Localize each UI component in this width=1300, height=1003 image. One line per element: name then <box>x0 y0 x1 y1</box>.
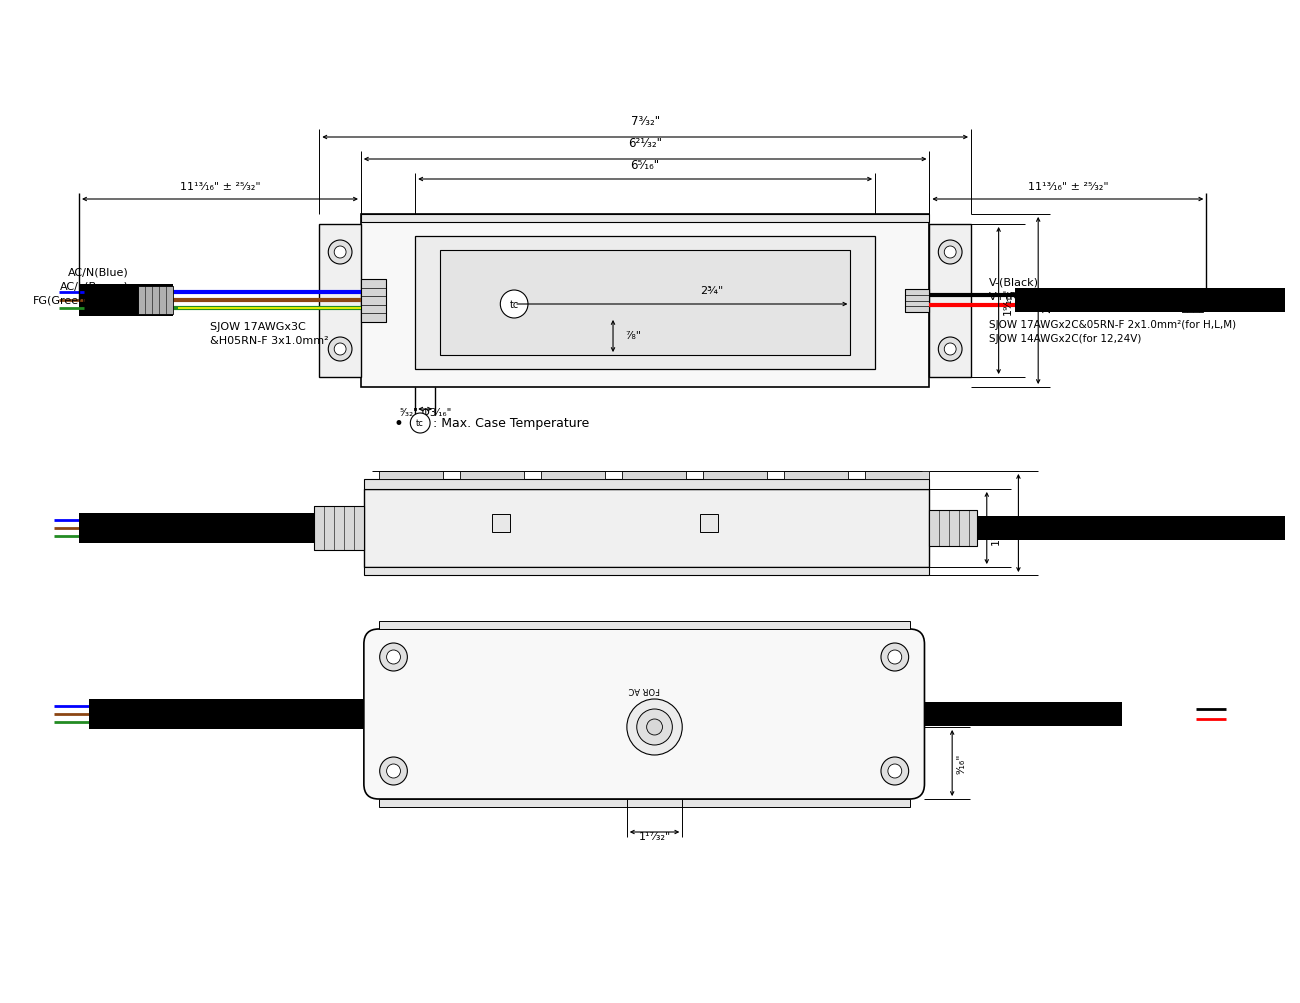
Text: &H05RN-F 3x1.0mm²: &H05RN-F 3x1.0mm² <box>209 336 328 346</box>
Circle shape <box>888 764 902 778</box>
Bar <box>361 280 386 323</box>
Text: ⁵⁄₃₂"-Φ3⁄₁₆": ⁵⁄₃₂"-Φ3⁄₁₆" <box>399 407 451 417</box>
Bar <box>699 515 718 533</box>
Bar <box>621 471 686 479</box>
Bar <box>79 514 315 544</box>
Bar <box>784 471 849 479</box>
Circle shape <box>627 699 683 755</box>
Bar <box>541 471 604 479</box>
Circle shape <box>411 413 430 433</box>
Bar <box>493 515 510 533</box>
Circle shape <box>329 338 352 362</box>
Bar <box>1182 289 1204 313</box>
Circle shape <box>334 344 346 356</box>
Bar <box>976 517 1300 541</box>
Circle shape <box>329 241 352 265</box>
Text: 11¹³⁄₁₆" ± ²⁵⁄₃₂": 11¹³⁄₁₆" ± ²⁵⁄₃₂" <box>179 182 260 192</box>
Bar <box>138 287 173 315</box>
Circle shape <box>881 757 909 785</box>
Bar <box>364 479 930 489</box>
Bar <box>439 251 850 356</box>
Text: ⁷⁄₈": ⁷⁄₈" <box>625 331 641 341</box>
Bar <box>79 285 173 317</box>
Text: 1⁹⁄₁₆": 1⁹⁄₁₆" <box>1002 288 1013 315</box>
Circle shape <box>386 764 400 778</box>
Text: 1¹⁷⁄₃₂": 1¹⁷⁄₃₂" <box>638 831 671 842</box>
Text: : Max. Case Temperature: : Max. Case Temperature <box>433 417 589 430</box>
Bar <box>361 215 930 387</box>
Circle shape <box>646 719 663 735</box>
Circle shape <box>939 241 962 265</box>
Circle shape <box>500 291 528 319</box>
Bar <box>378 622 910 629</box>
Text: FOR AC: FOR AC <box>629 685 660 694</box>
Bar <box>88 699 364 729</box>
Circle shape <box>939 338 962 362</box>
Text: 2¾": 2¾" <box>701 286 724 296</box>
FancyBboxPatch shape <box>364 629 924 799</box>
Bar <box>703 471 767 479</box>
Text: V-(Black): V-(Black) <box>989 278 1039 288</box>
Bar <box>924 702 1122 726</box>
Bar <box>905 290 930 313</box>
Circle shape <box>881 643 909 671</box>
Text: AC/N(Blue): AC/N(Blue) <box>68 268 129 278</box>
Text: •: • <box>394 414 403 432</box>
Text: SJOW 17AWGx2C&05RN-F 2x1.0mm²(for H,L,M): SJOW 17AWGx2C&05RN-F 2x1.0mm²(for H,L,M) <box>989 320 1236 330</box>
Bar <box>315 507 364 551</box>
Bar <box>1015 289 1300 313</box>
Text: V+(Red): V+(Red) <box>989 292 1036 302</box>
Text: ⁹⁄₁₆": ⁹⁄₁₆" <box>956 753 966 773</box>
Circle shape <box>944 247 956 259</box>
Text: AC/L(Brown): AC/L(Brown) <box>60 282 129 292</box>
Text: 6⁵⁄₁₆": 6⁵⁄₁₆" <box>630 158 659 172</box>
Text: tc: tc <box>416 419 424 428</box>
Bar <box>415 237 875 370</box>
Text: 11¹³⁄₁₆" ± ²⁵⁄₃₂": 11¹³⁄₁₆" ± ²⁵⁄₃₂" <box>1027 182 1108 192</box>
Circle shape <box>637 709 672 745</box>
Bar <box>364 489 930 568</box>
Bar <box>930 511 976 547</box>
Text: 6²¹⁄₃₂": 6²¹⁄₃₂" <box>628 136 662 149</box>
Bar <box>378 799 910 807</box>
Bar <box>866 471 930 479</box>
Bar <box>320 225 361 377</box>
Circle shape <box>944 344 956 356</box>
Text: tc: tc <box>510 300 519 310</box>
Text: 1¹³⁄₁₆": 1¹³⁄₁₆" <box>991 513 1001 545</box>
Circle shape <box>380 643 407 671</box>
Bar <box>930 225 971 377</box>
Bar <box>378 471 443 479</box>
Text: FG(Green/Yellow): FG(Green/Yellow) <box>32 296 129 306</box>
Circle shape <box>380 757 407 785</box>
Text: 7³⁄₃₂": 7³⁄₃₂" <box>630 115 659 127</box>
Bar <box>364 568 930 576</box>
Circle shape <box>888 650 902 664</box>
Text: 2½": 2½" <box>1043 290 1052 313</box>
Bar <box>460 471 524 479</box>
Bar <box>361 215 930 223</box>
Circle shape <box>334 247 346 259</box>
Text: SJOW 17AWGx3C: SJOW 17AWGx3C <box>209 322 306 332</box>
Text: SJOW 14AWGx2C(for 12,24V): SJOW 14AWGx2C(for 12,24V) <box>989 334 1141 344</box>
Circle shape <box>386 650 400 664</box>
Text: 1⁷⁄₈": 1⁷⁄₈" <box>1022 512 1032 535</box>
